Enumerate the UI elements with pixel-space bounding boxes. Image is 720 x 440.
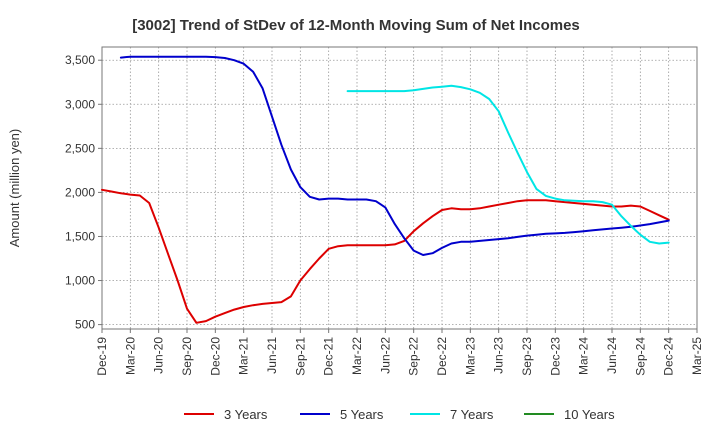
y-tick-label: 2,000: [65, 185, 95, 199]
x-tick-label: Jun-23: [492, 337, 506, 374]
x-tick-label: Sep-22: [407, 337, 421, 376]
series-line-5-years: [119, 55, 670, 256]
legend: 3 Years 5 Years 7 Years 10 Years: [184, 407, 615, 422]
x-tick-label: Dec-19: [95, 337, 109, 376]
x-tick-label: Mar-24: [577, 337, 591, 375]
x-tick-label: Mar-22: [350, 337, 364, 375]
chart-title: [3002] Trend of StDev of 12-Month Moving…: [132, 17, 580, 34]
legend-label: 7 Years: [450, 407, 494, 422]
x-tick-label: Sep-21: [293, 337, 307, 376]
y-axis-ticks: 500 1,000 1,500 2,000 2,500 3,000 3,500: [65, 53, 102, 332]
y-tick-label: 2,500: [65, 141, 95, 155]
x-tick-label: Jun-21: [265, 337, 279, 374]
x-tick-label: Jun-22: [378, 337, 392, 374]
legend-label: 5 Years: [340, 407, 384, 422]
plot-frame: [101, 46, 698, 330]
y-tick-label: 500: [75, 318, 95, 332]
x-tick-label: Jun-20: [152, 337, 166, 374]
series-line-7-years: [346, 84, 670, 245]
legend-label: 10 Years: [564, 407, 615, 422]
series-lines: [101, 55, 670, 324]
x-tick-label: Dec-23: [548, 337, 562, 376]
legend-label: 3 Years: [224, 407, 268, 422]
y-tick-label: 3,500: [65, 53, 95, 67]
x-tick-label: Sep-20: [180, 337, 194, 376]
y-axis-label: Amount (million yen): [7, 129, 22, 248]
x-tick-label: Jun-24: [605, 337, 619, 374]
y-tick-label: 3,000: [65, 97, 95, 111]
x-tick-label: Dec-21: [322, 337, 336, 376]
x-tick-label: Dec-22: [435, 337, 449, 376]
series-line-3-years: [101, 188, 670, 324]
x-tick-label: Mar-21: [237, 337, 251, 375]
gridlines: [101, 47, 698, 329]
y-tick-label: 1,500: [65, 229, 95, 243]
x-tick-label: Mar-20: [123, 337, 137, 375]
x-tick-label: Dec-24: [662, 337, 676, 376]
x-tick-label: Dec-20: [208, 337, 222, 376]
x-tick-label: Sep-23: [520, 337, 534, 376]
x-axis-ticks: Dec-19 Mar-20 Jun-20 Sep-20 Dec-20 Mar-21 Jun-…: [95, 329, 704, 376]
x-tick-label: Sep-24: [633, 337, 647, 376]
x-tick-label: Mar-25: [690, 337, 704, 375]
x-tick-label: Mar-23: [463, 337, 477, 375]
y-tick-label: 1,000: [65, 274, 95, 288]
